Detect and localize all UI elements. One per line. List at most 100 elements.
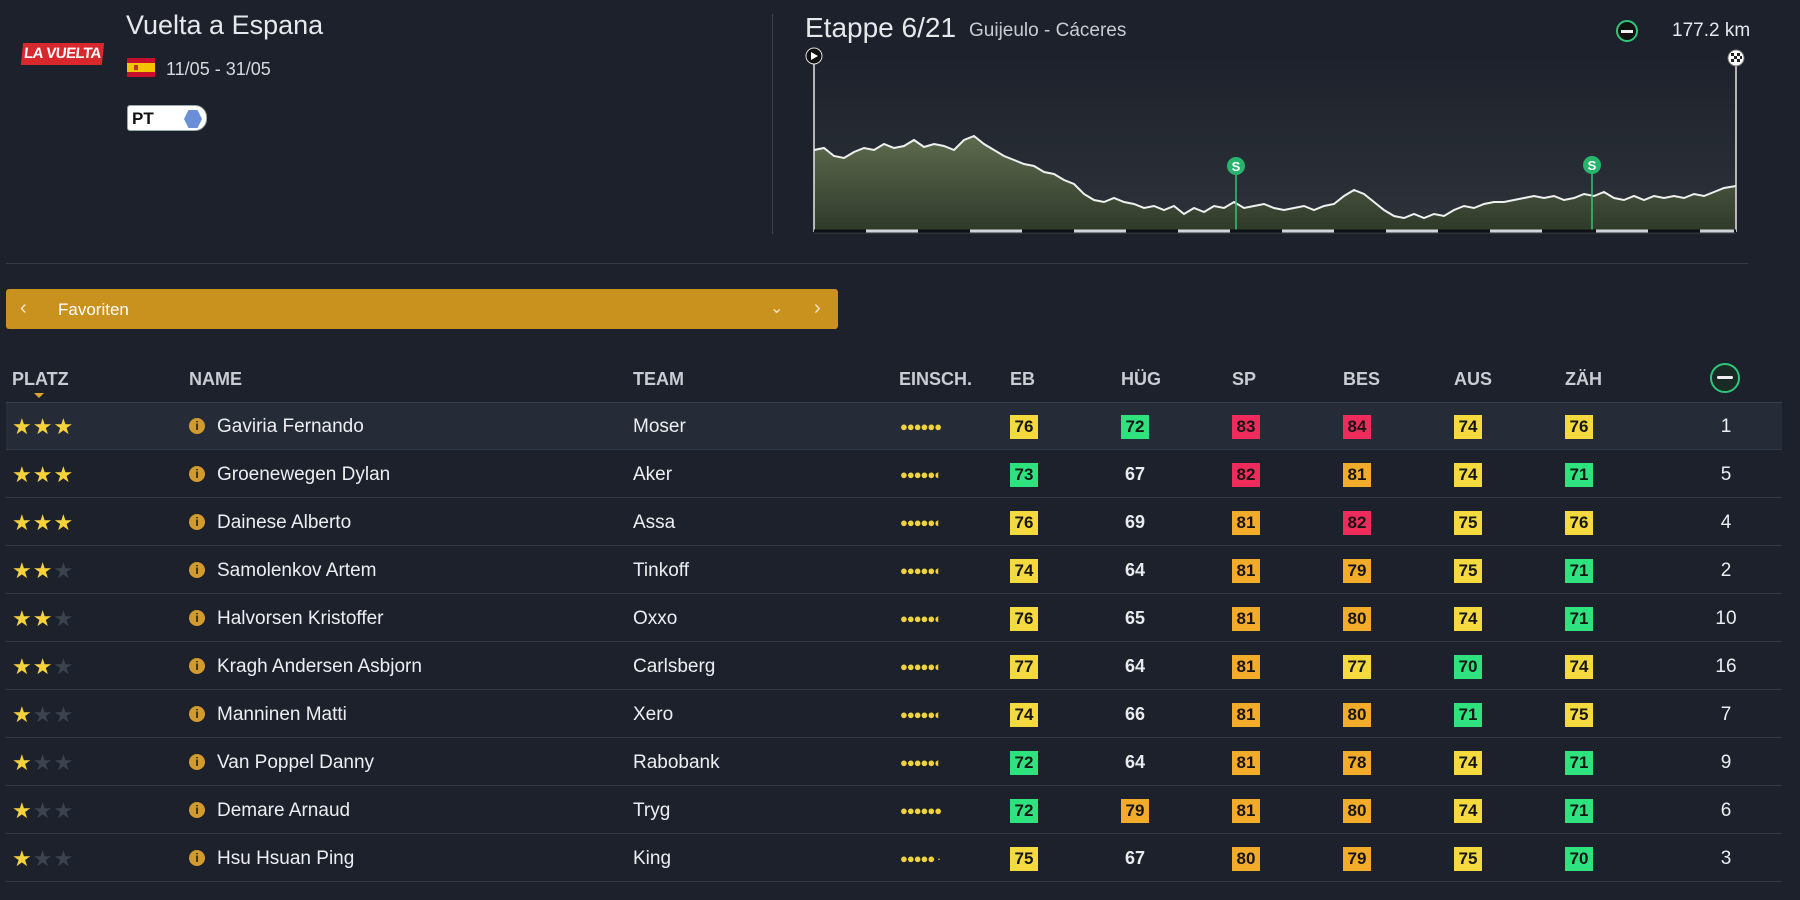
- info-icon[interactable]: i: [189, 514, 205, 530]
- race-logo: LA VUELTA: [20, 43, 105, 65]
- info-icon[interactable]: i: [189, 706, 205, 722]
- info-icon[interactable]: i: [189, 658, 205, 674]
- column-header-bes[interactable]: BES: [1343, 369, 1381, 389]
- stat-bes: 80: [1343, 703, 1371, 727]
- stat-zah: 71: [1565, 799, 1593, 823]
- table-row[interactable]: ★★★ i Kragh Andersen Asbjorn Carlsberg ●●●●●…: [6, 643, 1782, 690]
- stat-sp: 81: [1232, 751, 1260, 775]
- column-header-sp[interactable]: SP: [1232, 369, 1257, 389]
- info-icon[interactable]: i: [189, 610, 205, 626]
- rider-name[interactable]: Dainese Alberto: [217, 512, 352, 533]
- spain-flag-icon: [127, 58, 155, 77]
- team-name: Xero: [633, 704, 674, 725]
- stat-aus: 74: [1454, 751, 1482, 775]
- column-header-name[interactable]: NAME: [189, 369, 242, 389]
- form-dots: ●●●●●◐: [900, 515, 942, 530]
- stat-aus: 71: [1454, 703, 1482, 727]
- rider-name[interactable]: Van Poppel Danny: [217, 752, 375, 773]
- info-icon[interactable]: i: [189, 418, 205, 434]
- table-row[interactable]: ★★★ i Hsu Hsuan Ping King ●●●●● · 75 67 80 79 75 7…: [6, 835, 1782, 882]
- stage-rank: 9: [1720, 752, 1732, 773]
- rider-name[interactable]: Kragh Andersen Asbjorn: [217, 656, 422, 677]
- chevron-left-icon[interactable]: ‹: [20, 297, 27, 319]
- sort-desc-icon: [34, 393, 44, 398]
- rider-name[interactable]: Halvorsen Kristoffer: [217, 608, 384, 629]
- column-header-team[interactable]: TEAM: [633, 369, 684, 389]
- stage-profile: S S: [805, 47, 1745, 234]
- profile-line: [813, 134, 1737, 220]
- stat-sp: 81: [1232, 511, 1260, 535]
- table-row[interactable]: ★★★ i Demare Arnaud Tryg ●●●●●● 72 79 81 80 74 71 6: [6, 787, 1782, 834]
- table-row[interactable]: ★★★ i Halvorsen Kristoffer Oxxo ●●●●●◐ 76 65 81…: [6, 595, 1782, 642]
- column-header-einsch[interactable]: EINSCH.: [899, 369, 973, 389]
- form-dots: ●●●●●◐: [900, 707, 942, 722]
- star-filled-icon: ★: [53, 414, 75, 439]
- stage-rank: 10: [1715, 608, 1737, 629]
- favorites-selector[interactable]: ‹ Favoriten ⌄ ›: [6, 289, 838, 329]
- info-icon[interactable]: i: [189, 562, 205, 578]
- column-header-zah[interactable]: ZÄH: [1565, 369, 1602, 389]
- stat-zah: 71: [1565, 607, 1593, 631]
- chevron-right-icon[interactable]: ›: [814, 297, 821, 319]
- star-filled-icon: ★: [12, 606, 33, 631]
- stat-hug: 64: [1124, 656, 1146, 676]
- stat-zah: 70: [1565, 847, 1593, 871]
- rider-name[interactable]: Demare Arnaud: [217, 800, 351, 821]
- star-filled-icon: ★: [12, 558, 33, 583]
- rider-name[interactable]: Groenewegen Dylan: [217, 464, 391, 485]
- favorite-stars: ★★★: [12, 547, 74, 594]
- header-divider-line: [6, 402, 1782, 403]
- stat-zah: 71: [1565, 559, 1593, 583]
- header-divider: [772, 14, 773, 234]
- team-name: Oxxo: [633, 608, 678, 629]
- star-filled-icon: ★: [32, 414, 54, 439]
- stat-hug: 64: [1124, 560, 1146, 580]
- stat-aus: 70: [1454, 655, 1482, 679]
- rider-name[interactable]: Gaviria Fernando: [217, 416, 364, 437]
- column-header-aus[interactable]: AUS: [1454, 369, 1493, 389]
- stage-rank: 6: [1720, 800, 1732, 821]
- team-name: Assa: [633, 512, 676, 533]
- stat-eb: 72: [1010, 751, 1038, 775]
- table-row[interactable]: ★★★ i Van Poppel Danny Rabobank ●●●●●◐ 72 64 81…: [6, 739, 1782, 786]
- stat-hug: 64: [1124, 752, 1146, 772]
- flat-stage-rank-icon[interactable]: [1710, 363, 1740, 393]
- table-row[interactable]: ★★★ i Groenewegen Dylan Aker ●●●●●◐ 73 67 82 81 7…: [6, 451, 1782, 498]
- column-header-hug[interactable]: HÜG: [1121, 369, 1161, 389]
- table-row[interactable]: ★★★ i Gaviria Fernando Moser ●●●●●● 76 72 83 84 7…: [6, 403, 1782, 450]
- stage-title: Etappe 6/21: [805, 12, 957, 43]
- table-row[interactable]: ★★★ i Dainese Alberto Assa ●●●●●◐ 76 69 81 82 75 7…: [6, 499, 1782, 546]
- stat-hug: 67: [1124, 848, 1146, 868]
- stat-hug: 69: [1124, 512, 1146, 532]
- team-name: Moser: [633, 416, 686, 437]
- stage-rank: 2: [1720, 560, 1732, 581]
- star-filled-icon: ★: [32, 558, 54, 583]
- sprint-label: S: [1588, 158, 1597, 173]
- info-icon[interactable]: i: [189, 466, 205, 482]
- favorite-stars: ★★★: [12, 403, 74, 450]
- column-header-eb[interactable]: EB: [1010, 369, 1036, 389]
- stat-aus: 75: [1454, 847, 1482, 871]
- star-empty-icon: ★: [32, 702, 54, 727]
- star-empty-icon: ★: [32, 846, 54, 871]
- stat-eb: 77: [1010, 655, 1038, 679]
- star-filled-icon: ★: [12, 510, 33, 535]
- favorite-stars: ★★★: [12, 739, 74, 786]
- stat-aus: 74: [1454, 463, 1482, 487]
- table-row[interactable]: ★★★ i Samolenkov Artem Tinkoff ●●●●●◐ 74 64 81 7…: [6, 547, 1782, 594]
- rider-name[interactable]: Samolenkov Artem: [217, 560, 377, 581]
- stage-rank: 5: [1720, 464, 1732, 485]
- stat-eb: 76: [1010, 607, 1038, 631]
- column-header-platz[interactable]: PLATZ: [12, 369, 69, 389]
- table-row[interactable]: ★★★ i Manninen Matti Xero ●●●●●◐ 74 66 81 80 71 75…: [6, 691, 1782, 738]
- stage-rank: 16: [1715, 656, 1737, 677]
- rider-name[interactable]: Hsu Hsuan Ping: [217, 848, 355, 869]
- stat-bes: 81: [1343, 463, 1371, 487]
- rider-name[interactable]: Manninen Matti: [217, 704, 347, 725]
- stat-sp: 81: [1232, 559, 1260, 583]
- info-icon[interactable]: i: [189, 802, 205, 818]
- star-filled-icon: ★: [12, 654, 33, 679]
- chevron-down-icon[interactable]: ⌄: [770, 300, 784, 317]
- info-icon[interactable]: i: [189, 850, 205, 866]
- info-icon[interactable]: i: [189, 754, 205, 770]
